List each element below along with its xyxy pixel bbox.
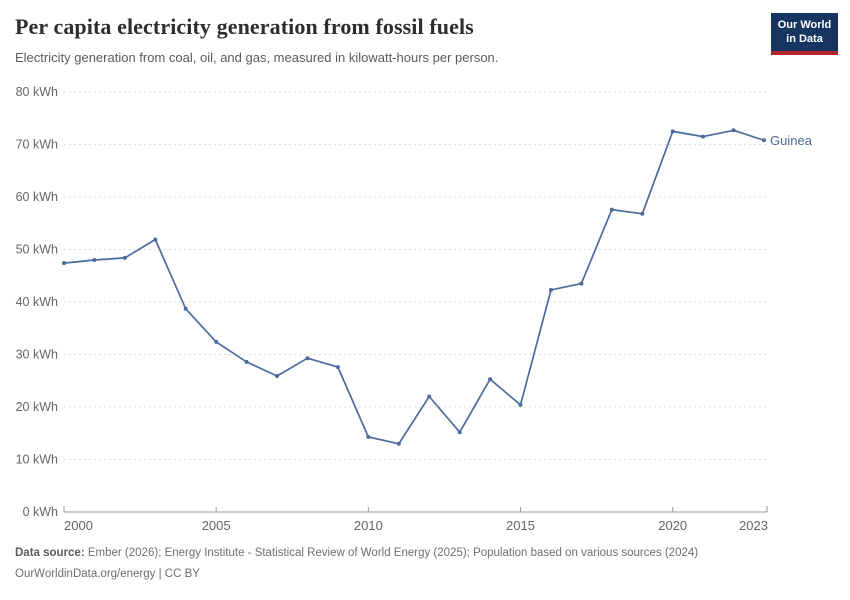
data-point[interactable] (305, 356, 310, 361)
data-point[interactable] (244, 359, 249, 364)
y-axis-tick-label: 70 kWh (16, 138, 58, 152)
chart-footer: Data source: Ember (2026); Energy Instit… (15, 543, 835, 585)
data-point[interactable] (701, 134, 706, 139)
data-point[interactable] (366, 434, 371, 439)
data-point[interactable] (183, 306, 188, 311)
y-axis-tick-label: 50 kWh (16, 243, 58, 257)
data-source-line: Data source: Ember (2026); Energy Instit… (15, 543, 835, 564)
data-point[interactable] (762, 138, 766, 143)
data-point[interactable] (396, 441, 401, 446)
data-point[interactable] (62, 261, 66, 266)
data-point[interactable] (153, 237, 158, 242)
series-end-label[interactable]: Guinea (770, 133, 813, 148)
data-point[interactable] (731, 128, 736, 133)
data-point[interactable] (122, 255, 127, 260)
data-point[interactable] (335, 365, 340, 370)
owid-logo-line2: in Data (786, 33, 823, 46)
owid-logo[interactable]: Our World in Data (771, 13, 838, 55)
data-point[interactable] (427, 394, 432, 399)
license-line: OurWorldinData.org/energy | CC BY (15, 568, 200, 580)
data-source-text: Ember (2026); Energy Institute - Statist… (84, 547, 699, 559)
x-axis-tick-label: 2015 (506, 518, 535, 533)
data-point[interactable] (609, 207, 614, 212)
x-axis-tick-label: 2000 (64, 518, 93, 533)
y-axis-tick-label: 80 kWh (16, 85, 58, 99)
owid-logo-box: Our World in Data (771, 13, 838, 51)
data-point[interactable] (488, 377, 493, 382)
data-point[interactable] (92, 258, 97, 262)
chart-subtitle: Electricity generation from coal, oil, a… (15, 50, 499, 65)
y-axis-tick-label: 10 kWh (16, 453, 58, 467)
series-line-guinea[interactable] (63, 129, 765, 445)
data-point[interactable] (670, 129, 675, 134)
data-point[interactable] (640, 211, 645, 216)
owid-logo-redbar (771, 50, 838, 55)
x-axis-tick-label: 2023 (739, 518, 768, 533)
y-axis-tick-label: 0 kWh (23, 505, 58, 519)
data-point[interactable] (457, 430, 462, 435)
chart-header: Per capita electricity generation from f… (15, 14, 750, 65)
y-axis-tick-label: 40 kWh (16, 295, 58, 309)
x-axis-tick-label: 2020 (658, 518, 687, 533)
data-point[interactable] (579, 281, 584, 286)
data-point[interactable] (214, 339, 219, 344)
data-source-label: Data source: (15, 547, 85, 559)
y-axis-tick-label: 60 kWh (16, 190, 58, 204)
x-axis-tick-label: 2010 (354, 518, 383, 533)
owid-logo-line1: Our World (777, 19, 832, 31)
x-axis-tick-label: 2005 (202, 518, 231, 533)
data-point[interactable] (518, 402, 523, 407)
data-point[interactable] (275, 374, 279, 378)
page-title: Per capita electricity generation from f… (15, 14, 474, 39)
y-axis-tick-label: 20 kWh (16, 400, 58, 414)
data-point[interactable] (549, 287, 553, 292)
y-axis-tick-label: 30 kWh (16, 348, 58, 362)
